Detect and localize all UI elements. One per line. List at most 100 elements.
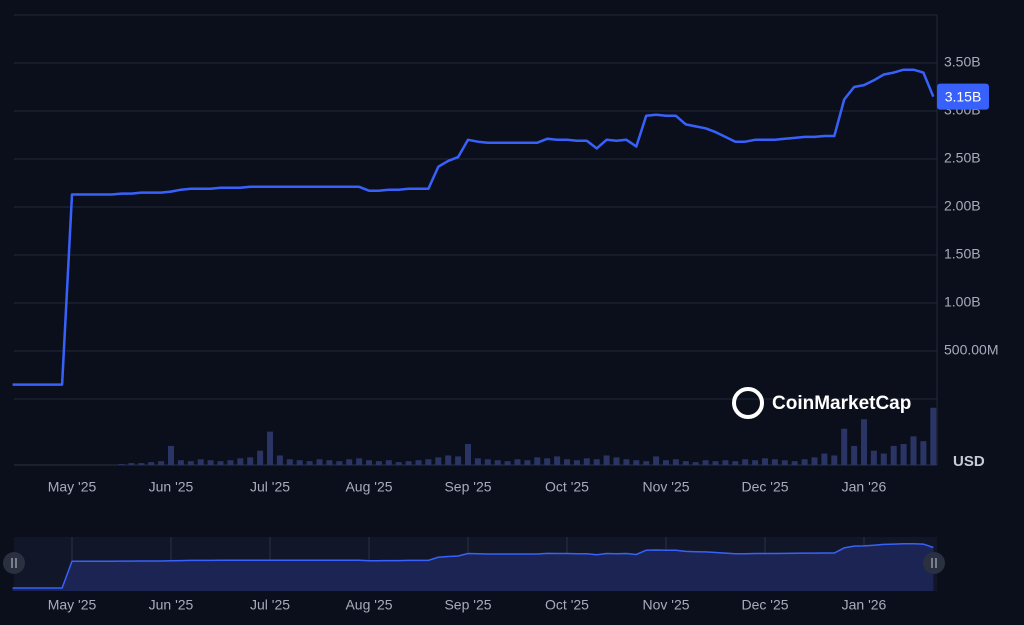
volume-bar: [890, 445, 897, 465]
volume-bar: [207, 460, 214, 465]
volume-bar: [148, 462, 155, 465]
volume-bar: [593, 459, 600, 465]
volume-bar: [257, 450, 264, 465]
volume-bar: [128, 463, 135, 465]
navigator-handle[interactable]: [3, 552, 25, 574]
volume-bar: [781, 460, 788, 465]
volume-bar: [217, 461, 224, 465]
navigator-x-label: Dec '25: [741, 597, 788, 613]
volume-bar: [900, 444, 907, 465]
x-tick-label: Oct '25: [545, 479, 589, 495]
volume-bar: [326, 460, 333, 465]
volume-bar: [752, 460, 759, 465]
x-tick-label: Nov '25: [642, 479, 689, 495]
navigator-x-label: Sep '25: [444, 597, 491, 613]
navigator-x-label: Nov '25: [642, 597, 689, 613]
volume-bar: [177, 460, 184, 465]
volume-bar: [851, 445, 858, 465]
volume-bar: [336, 461, 343, 465]
volume-bar: [712, 461, 719, 465]
volume-bar: [732, 461, 739, 465]
volume-bar: [653, 456, 660, 465]
volume-bar: [247, 457, 254, 465]
volume-bar: [821, 453, 828, 465]
volume-bar: [534, 457, 541, 465]
x-tick-label: Dec '25: [741, 479, 788, 495]
current-value-tag: [937, 83, 989, 110]
volume-bar: [474, 458, 481, 465]
volume-bar: [613, 457, 620, 465]
volume-bar: [583, 458, 590, 465]
volume-bar: [831, 455, 838, 465]
volume-bar: [692, 462, 699, 465]
volume-bar: [672, 459, 679, 465]
x-tick-label: Jan '26: [842, 479, 887, 495]
volume-bar: [465, 444, 471, 465]
volume-bar: [435, 457, 442, 465]
x-tick-label: Jun '25: [149, 479, 194, 495]
current-value-label: 3.15B: [945, 88, 982, 104]
volume-bar: [771, 459, 778, 465]
volume-bar: [841, 428, 848, 465]
volume-bar: [722, 460, 729, 465]
volume-bar: [504, 461, 511, 465]
price-line: [12, 68, 935, 386]
volume-bar: [801, 459, 808, 465]
y-tick-label: 2.00B: [944, 198, 981, 214]
volume-bar: [168, 445, 174, 465]
volume-bar: [682, 461, 689, 465]
volume-bar: [603, 455, 610, 465]
volume-bar: [286, 459, 293, 465]
volume-bar: [197, 459, 204, 465]
volume-bar: [316, 459, 323, 465]
volume-bar: [554, 456, 561, 465]
volume-bar: [564, 459, 570, 465]
volume-bar: [524, 460, 531, 465]
volume-bar: [227, 460, 234, 465]
navigator-x-label: Oct '25: [545, 597, 589, 613]
volume-bar: [910, 436, 917, 465]
navigator-x-label: May '25: [48, 597, 97, 613]
volume-bar: [346, 459, 353, 465]
volume-bar: [494, 460, 501, 465]
volume-bar: [861, 419, 867, 465]
volume-bar: [455, 456, 462, 465]
volume-bar: [663, 460, 669, 465]
watermark-text: CoinMarketCap: [772, 393, 911, 414]
volume-bar: [158, 461, 165, 465]
volume-bar: [702, 460, 709, 465]
y-tick-label: 2.50B: [944, 150, 981, 166]
x-tick-label: Aug '25: [345, 479, 392, 495]
volume-bar: [356, 458, 363, 465]
volume-bar: [276, 455, 283, 465]
volume-bar: [762, 458, 768, 465]
y-tick-label: 1.00B: [944, 294, 981, 310]
volume-bar: [623, 459, 630, 465]
volume-bar: [366, 460, 372, 465]
volume-bar: [573, 460, 580, 465]
volume-bar: [930, 407, 937, 465]
navigator-handle[interactable]: [923, 552, 945, 574]
volume-bar: [484, 459, 491, 465]
y-tick-label: 3.50B: [944, 54, 981, 70]
volume-bar: [791, 461, 798, 465]
volume-bar: [643, 461, 650, 465]
volume-bar: [445, 455, 452, 465]
chart-layer: 500.00M1.00B1.50B2.00B2.50B3.00B3.50BMay…: [3, 54, 998, 613]
watermark-logo: [732, 387, 764, 419]
navigator-x-label: Jul '25: [250, 597, 290, 613]
x-tick-label: Sep '25: [444, 479, 491, 495]
volume-bar: [237, 458, 244, 465]
volume-bar: [187, 461, 194, 465]
volume-bar: [118, 464, 125, 465]
x-tick-label: Jul '25: [250, 479, 290, 495]
y-tick-label: 500.00M: [944, 342, 998, 358]
volume-bar: [375, 461, 382, 465]
navigator-x-label: Aug '25: [345, 597, 392, 613]
volume-bar: [306, 461, 313, 465]
volume-bar: [405, 461, 412, 465]
navigator-x-label: Jun '25: [149, 597, 194, 613]
